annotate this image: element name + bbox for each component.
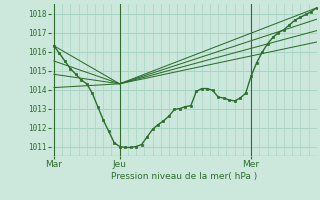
X-axis label: Pression niveau de la mer( hPa ): Pression niveau de la mer( hPa ) bbox=[111, 172, 257, 181]
